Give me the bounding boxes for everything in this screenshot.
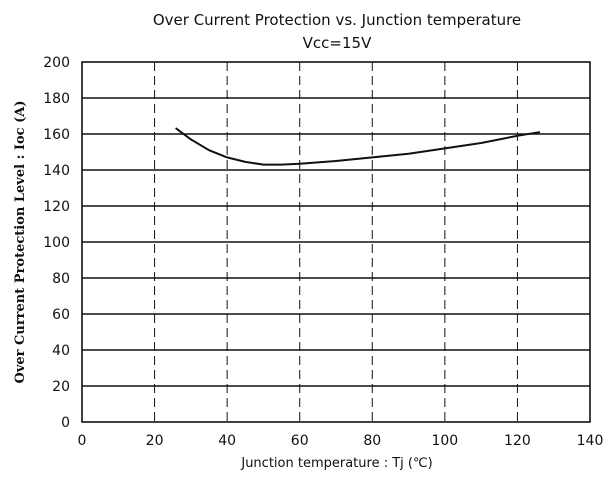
y-tick-label: 120 xyxy=(43,199,70,215)
series-layer xyxy=(175,127,541,166)
y-tick-label: 200 xyxy=(43,55,70,71)
y-tick-label: 20 xyxy=(52,379,70,395)
x-tick-label: 140 xyxy=(577,433,604,449)
tick-labels: 0 20 40 60 80 100 120 140 160 180 200 0 20 40 60 80 100 1… xyxy=(43,55,603,449)
y-tick-label: 40 xyxy=(52,343,70,359)
y-axis-label: Over Current Protection Level : Ioc (A) xyxy=(13,101,28,384)
grid xyxy=(82,62,590,422)
y-tick-label: 140 xyxy=(43,163,70,179)
x-tick-label: 100 xyxy=(431,433,458,449)
y-tick-label: 180 xyxy=(43,91,70,107)
chart-subtitle: Vcc=15V xyxy=(303,34,372,52)
y-tick-label: 60 xyxy=(52,307,70,323)
x-tick-label: 40 xyxy=(218,433,236,449)
series-line xyxy=(175,127,541,166)
x-tick-label: 80 xyxy=(363,433,381,449)
y-tick-label: 0 xyxy=(61,415,70,431)
chart-title: Over Current Protection vs. Junction tem… xyxy=(153,11,521,29)
y-tick-label: 80 xyxy=(52,271,70,287)
x-tick-label: 0 xyxy=(78,433,87,449)
plot-frame xyxy=(81,61,591,423)
y-tick-label: 160 xyxy=(43,127,70,143)
x-tick-label: 120 xyxy=(504,433,531,449)
x-tick-label: 20 xyxy=(146,433,164,449)
x-tick-label: 60 xyxy=(291,433,309,449)
x-axis-label: Junction temperature : Tj (℃) xyxy=(240,456,432,471)
y-tick-label: 100 xyxy=(43,235,70,251)
